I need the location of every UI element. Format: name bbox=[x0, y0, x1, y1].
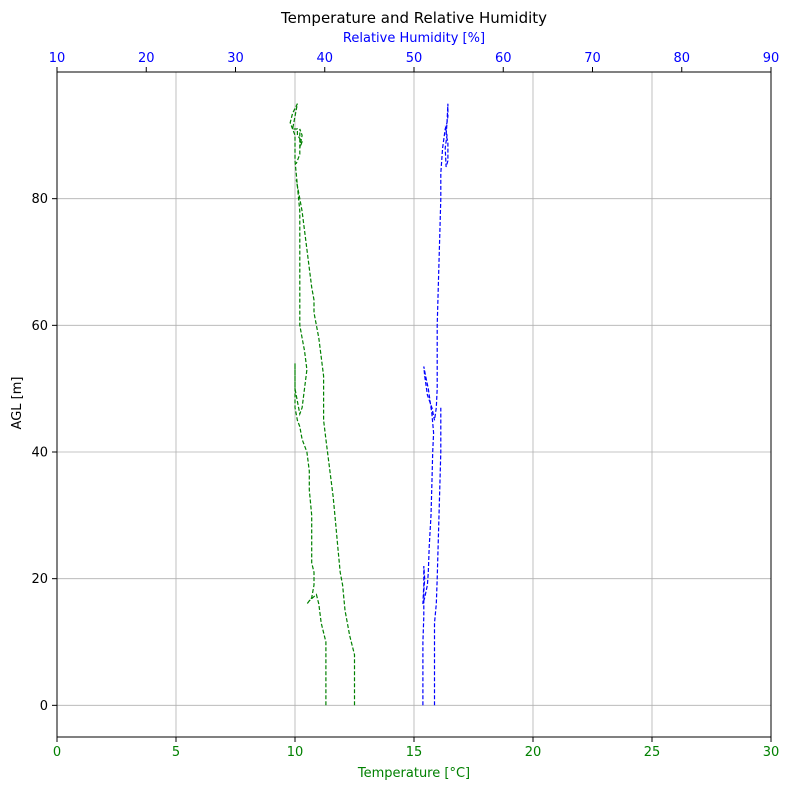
top-tick-label: 40 bbox=[316, 51, 333, 66]
bottom-tick-label: 20 bbox=[525, 745, 542, 760]
bottom-tick-label: 30 bbox=[763, 745, 780, 760]
bottom-tick-label: 25 bbox=[644, 745, 661, 760]
bottom-axis-label: Temperature [°C] bbox=[357, 766, 470, 781]
bottom-tick-label: 10 bbox=[287, 745, 304, 760]
y-axis-label: AGL [m] bbox=[10, 377, 25, 430]
chart-title: Temperature and Relative Humidity bbox=[280, 9, 547, 27]
y-tick-label: 20 bbox=[31, 572, 48, 587]
top-tick-label: 80 bbox=[673, 51, 690, 66]
temperature-series-line bbox=[289, 103, 327, 706]
y-tick-label: 40 bbox=[31, 446, 48, 461]
axis-ticks: 0 5 10 15 20 25 30 10 20 30 40 50 60 70 80 90 0 20 40 60 80 bbox=[31, 51, 779, 760]
top-tick-label: 20 bbox=[138, 51, 155, 66]
plot-frame bbox=[56, 71, 772, 738]
bottom-tick-label: 0 bbox=[53, 745, 61, 760]
temperature-series-line bbox=[295, 179, 356, 706]
top-tick-label: 70 bbox=[584, 51, 601, 66]
top-tick-label: 10 bbox=[49, 51, 66, 66]
grid-lines bbox=[56, 72, 772, 737]
top-tick-label: 30 bbox=[227, 51, 244, 66]
bottom-tick-label: 15 bbox=[406, 745, 423, 760]
y-tick-label: 80 bbox=[31, 192, 48, 207]
top-axis-label: Relative Humidity [%] bbox=[343, 31, 485, 46]
top-tick-label: 50 bbox=[406, 51, 423, 66]
y-tick-label: 60 bbox=[31, 319, 48, 334]
top-tick-label: 90 bbox=[763, 51, 780, 66]
y-tick-label: 0 bbox=[40, 699, 48, 714]
series-layer bbox=[289, 103, 449, 706]
top-tick-label: 60 bbox=[495, 51, 512, 66]
bottom-tick-label: 5 bbox=[172, 745, 180, 760]
humidity-series-line bbox=[422, 103, 449, 706]
